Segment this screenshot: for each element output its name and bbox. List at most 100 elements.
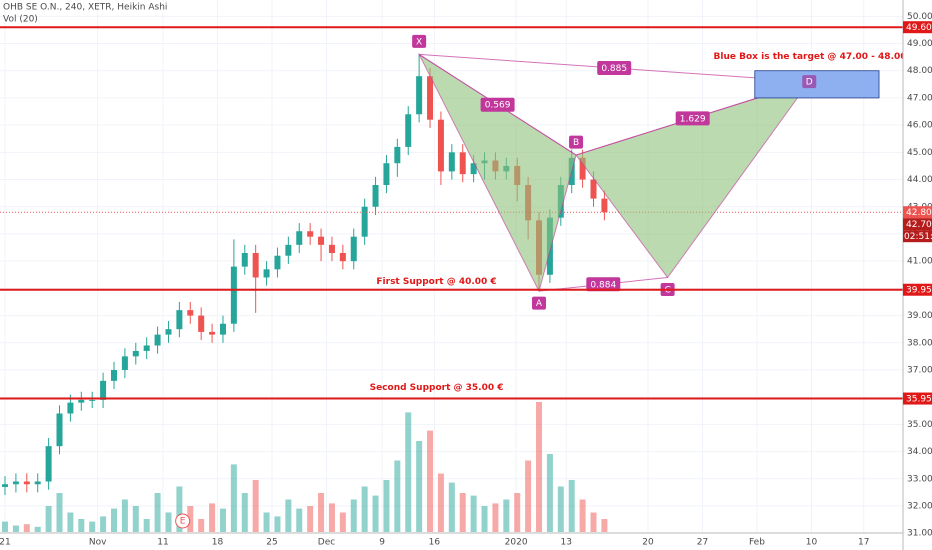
volume-bar xyxy=(230,464,237,532)
candle-body xyxy=(187,310,194,316)
earnings-marker xyxy=(175,513,191,529)
ratio-box xyxy=(586,277,621,292)
candle-body xyxy=(405,114,412,147)
volume-bar xyxy=(209,503,216,532)
candle-body xyxy=(427,76,434,120)
candle-body xyxy=(383,163,390,185)
candle-body xyxy=(143,345,150,351)
volume-bar xyxy=(2,521,9,532)
candle-body xyxy=(132,350,139,357)
x-tick-label: 25 xyxy=(266,538,277,548)
volume-bar xyxy=(110,508,117,532)
pattern-point-label: A xyxy=(536,299,543,309)
pattern-point-box xyxy=(802,75,817,89)
volume-bar xyxy=(568,480,575,532)
candle-body xyxy=(100,380,107,400)
ratio-box xyxy=(675,111,710,126)
volume-bar xyxy=(318,493,325,532)
price-tag-label: 49.60 xyxy=(906,23,932,33)
chart-title: OHB SE O.N., 240, XETR, Heikin Ashi xyxy=(3,3,167,13)
target-box xyxy=(754,70,880,99)
candle-body xyxy=(241,252,248,267)
price-tag-label: 39.95 xyxy=(906,286,932,296)
volume-bar xyxy=(274,516,281,532)
candle-body xyxy=(78,399,85,403)
candle-body xyxy=(252,252,259,278)
candle-body xyxy=(296,231,303,245)
volume-bar xyxy=(448,482,455,532)
candle-body xyxy=(416,76,423,115)
price-tag-label: 42.80 xyxy=(906,208,932,218)
candle-body xyxy=(394,146,401,164)
volume-bar xyxy=(557,486,564,532)
pattern-point-box xyxy=(412,34,427,48)
volume-bar xyxy=(198,519,205,532)
x-tick-label: 21 xyxy=(0,538,11,548)
volume-bar xyxy=(187,506,194,532)
candle-body xyxy=(470,163,477,175)
candle-body xyxy=(230,266,237,324)
volume-bar xyxy=(176,486,183,532)
volume-bar xyxy=(12,525,19,532)
y-tick-label: 32.00 xyxy=(907,501,932,511)
volume-bar xyxy=(405,412,412,532)
candle-body xyxy=(154,334,161,346)
price-tag xyxy=(903,218,932,231)
y-tick-label: 41.00 xyxy=(907,257,932,267)
volume-bar xyxy=(307,506,314,532)
candle-body xyxy=(12,481,19,485)
volume-bar xyxy=(579,499,586,532)
volume-bar xyxy=(416,441,423,532)
volume-bar xyxy=(241,493,248,532)
candle-body xyxy=(361,206,368,237)
countdown-tag xyxy=(903,230,932,243)
candle-body xyxy=(219,323,226,335)
x-tick-label: 27 xyxy=(697,538,708,548)
y-tick-label: 50.00 xyxy=(907,12,932,22)
volume-bar xyxy=(154,493,161,532)
x-tick-label: 10 xyxy=(806,538,818,548)
y-tick-label: 48.00 xyxy=(907,66,932,76)
candle-body xyxy=(56,413,63,447)
volume-bar xyxy=(263,512,270,532)
volume-bar xyxy=(339,512,346,532)
volume-bar xyxy=(100,516,107,532)
axes: 31.0032.0033.0034.0035.0036.0037.0038.00… xyxy=(0,12,932,548)
volume-bar xyxy=(394,460,401,532)
candle-body xyxy=(198,315,205,332)
volume-bar xyxy=(252,480,259,532)
annotation: Blue Box is the target @ 47.00 - 48.00 € xyxy=(714,52,916,62)
volume-bar xyxy=(361,486,368,532)
x-tick-label: Dec xyxy=(318,538,335,548)
ratio-label: 0.884 xyxy=(590,280,616,290)
y-tick-label: 37.00 xyxy=(907,365,932,375)
candle-body xyxy=(2,484,9,487)
volume-bar xyxy=(219,508,226,532)
pattern-point-label: X xyxy=(416,37,422,47)
candle-body xyxy=(209,331,216,335)
ratio-label: 0.885 xyxy=(601,64,627,74)
volume-bar xyxy=(165,512,172,532)
volume-bar xyxy=(492,503,499,532)
volume-bar xyxy=(34,526,41,532)
volume-bar xyxy=(525,460,532,532)
ratio-label: 1.629 xyxy=(680,114,706,124)
volume-bar xyxy=(536,402,543,532)
volume-bar xyxy=(383,480,390,532)
y-tick-label: 49.00 xyxy=(907,39,932,49)
candle-body xyxy=(448,152,455,172)
candle-body xyxy=(350,236,357,262)
volume-bar xyxy=(285,499,292,532)
x-tick-label: Nov xyxy=(89,538,107,548)
candle-body xyxy=(339,252,346,262)
y-tick-label: 35.00 xyxy=(907,420,932,430)
volume-bar xyxy=(601,519,608,532)
candle-body xyxy=(34,481,41,485)
annotation: First Support @ 40.00 € xyxy=(376,277,496,287)
x-tick-label: 13 xyxy=(561,538,572,548)
candle-body xyxy=(274,255,281,270)
candle-body xyxy=(67,402,74,414)
volume-bar xyxy=(503,499,510,532)
